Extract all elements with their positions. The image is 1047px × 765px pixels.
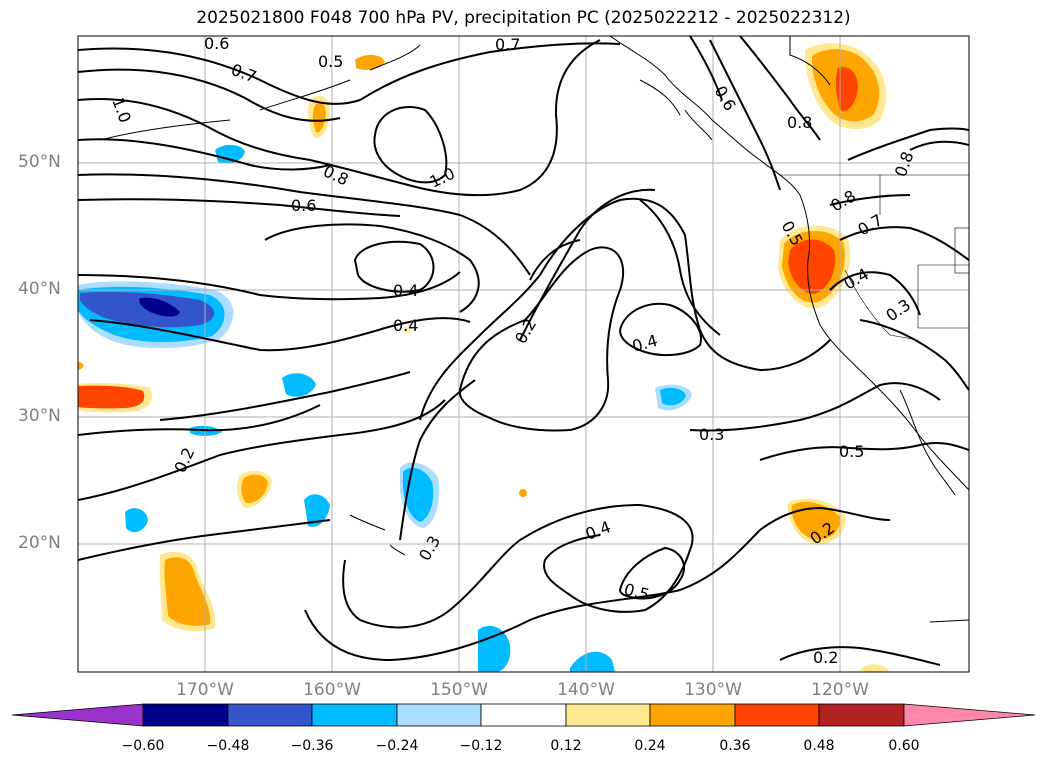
contour-label: 1.0 bbox=[108, 95, 135, 125]
colorbar-tick-label: 0.12 bbox=[550, 738, 582, 754]
lon-label: 140°W bbox=[557, 680, 615, 700]
colorbar-extend-low bbox=[11, 703, 144, 727]
contour-label: 0.5 bbox=[839, 442, 864, 461]
colorbar-cell bbox=[734, 703, 820, 727]
contour-label: 0.4 bbox=[630, 331, 660, 356]
contour-label: 0.3 bbox=[882, 295, 914, 325]
lon-label: 130°W bbox=[684, 680, 742, 700]
precip-shading bbox=[78, 43, 890, 672]
contour-label-group: 0.6 0.7 0.5 0.7 1.0 0.8 1.0 0.6 0.6 0.8 … bbox=[108, 34, 917, 667]
contour-label: 0.7 bbox=[495, 35, 520, 54]
colorbar-tick-label: −0.12 bbox=[459, 738, 503, 754]
colorbar-cell bbox=[227, 703, 313, 727]
colorbar-tick-label: −0.60 bbox=[121, 738, 165, 754]
lon-label: 160°W bbox=[303, 680, 361, 700]
contour-label: 1.0 bbox=[427, 164, 458, 192]
border-lines bbox=[780, 174, 969, 341]
contour-label: 0.5 bbox=[318, 52, 343, 71]
contour-label: 0.7 bbox=[229, 60, 259, 87]
colorbar-tick-label: −0.24 bbox=[375, 738, 419, 754]
colorbar-tick-label: 0.48 bbox=[803, 738, 835, 754]
contour-label: 0.7 bbox=[855, 210, 887, 239]
lat-label: 30°N bbox=[18, 406, 61, 426]
colorbar-cell bbox=[396, 703, 482, 727]
lon-label: 150°W bbox=[430, 680, 488, 700]
lon-label: 120°W bbox=[811, 680, 869, 700]
contour-label: 0.6 bbox=[711, 83, 740, 115]
contour-label: 0.4 bbox=[583, 517, 613, 544]
colorbar-cell bbox=[565, 703, 651, 727]
contour-label: 0.2 bbox=[511, 315, 540, 347]
map-title: 2025021800 F048 700 hPa PV, precipitatio… bbox=[196, 8, 851, 28]
contour-label: 0.4 bbox=[393, 316, 418, 335]
colorbar-cell bbox=[649, 703, 736, 727]
colorbar-tick-label: 0.60 bbox=[888, 738, 920, 754]
colorbar-tick-label: −0.36 bbox=[290, 738, 334, 754]
contour-label: 0.4 bbox=[393, 281, 418, 300]
colorbar-cell bbox=[480, 703, 567, 727]
contour-label: 0.3 bbox=[415, 532, 444, 564]
coastlines bbox=[99, 36, 969, 623]
colorbar-cell bbox=[818, 703, 905, 727]
contour-label: 0.2 bbox=[813, 648, 838, 667]
contour-label: 0.8 bbox=[787, 113, 812, 132]
lat-label: 40°N bbox=[18, 279, 61, 299]
contour-label: 0.3 bbox=[699, 425, 724, 444]
colorbar-tick-label: −0.48 bbox=[206, 738, 250, 754]
plot-frame bbox=[77, 35, 970, 673]
contour-label: 0.5 bbox=[622, 580, 652, 605]
contour-label: 0.8 bbox=[828, 186, 860, 215]
lat-label: 20°N bbox=[18, 533, 61, 553]
contour-label: 0.6 bbox=[204, 34, 229, 53]
lon-label: 170°W bbox=[176, 680, 234, 700]
colorbar bbox=[11, 703, 1036, 727]
contour-label: 0.6 bbox=[291, 196, 316, 215]
colorbar-tick-label: 0.24 bbox=[634, 738, 666, 754]
colorbar-cell bbox=[311, 703, 398, 727]
lat-label: 50°N bbox=[18, 152, 61, 172]
colorbar-cell bbox=[142, 703, 229, 727]
pv-contours bbox=[78, 36, 969, 666]
colorbar-extend-high bbox=[903, 703, 1036, 727]
colorbar-tick-label: 0.36 bbox=[719, 738, 751, 754]
grid-lines bbox=[78, 36, 969, 672]
